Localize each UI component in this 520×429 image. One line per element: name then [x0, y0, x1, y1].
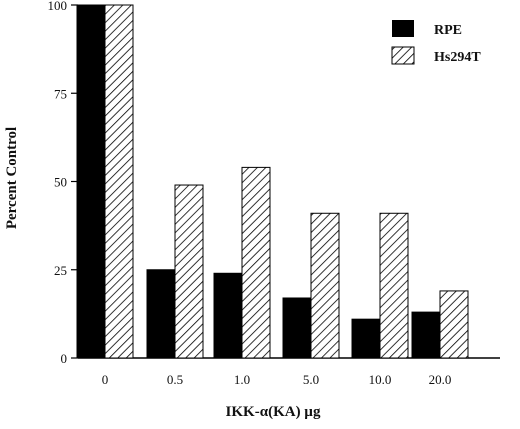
bar-hs294t-1.0: [241, 166, 271, 359]
bar-hs294t-10.0: [379, 212, 409, 359]
bar-hs294t-5.0: [310, 212, 340, 359]
y-tick-label: 75: [54, 86, 67, 101]
x-tick-label: 20.0: [429, 372, 452, 387]
bar-hs294t-20.0: [439, 290, 469, 359]
legend-swatch-rpe: [392, 20, 414, 37]
legend-swatch-hs294t: [391, 46, 415, 65]
bar-rpe-5.0: [282, 297, 312, 359]
x-tick-label: 5.0: [303, 372, 319, 387]
y-tick-label: 0: [61, 351, 68, 366]
legend: RPE Hs294T: [391, 20, 481, 65]
legend-label-hs294t: Hs294T: [434, 50, 481, 65]
bar-rpe-1.0: [213, 272, 243, 359]
y-axis-ticks: 0 25 50 75 100: [48, 0, 78, 366]
x-tick-label: 10.0: [369, 372, 392, 387]
bar-rpe-0: [76, 4, 106, 359]
y-axis-title: Percent Control: [4, 127, 20, 229]
bar-rpe-20.0: [411, 311, 441, 359]
bar-rpe-0.5: [146, 269, 176, 359]
y-tick-label: 25: [54, 263, 67, 278]
bar-hs294t-0: [104, 4, 134, 359]
x-tick-label: 1.0: [234, 372, 250, 387]
y-tick-label: 100: [48, 0, 68, 13]
bars: [76, 4, 469, 359]
x-tick-label: 0.5: [167, 372, 183, 387]
x-axis-title: IKK-α(KA) µg: [226, 404, 321, 420]
legend-label-rpe: RPE: [434, 23, 462, 38]
x-tick-label: 0: [102, 372, 109, 387]
bar-hs294t-0.5: [174, 184, 204, 359]
x-axis-ticks: 0 0.5 1.0 5.0 10.0 20.0: [102, 372, 452, 387]
bar-rpe-10.0: [351, 318, 381, 359]
y-tick-label: 50: [54, 175, 67, 190]
